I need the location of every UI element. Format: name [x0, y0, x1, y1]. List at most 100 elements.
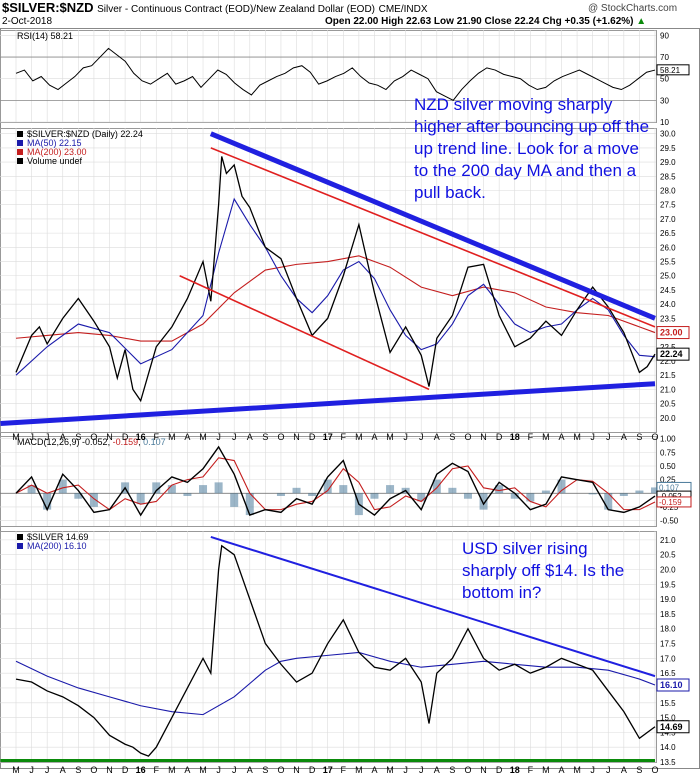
x-tick-label: 17 [323, 432, 333, 442]
x-tick-label: J [606, 765, 611, 775]
y-tick-label: 50 [660, 75, 669, 84]
y-tick-label: 29.0 [660, 158, 676, 167]
macd-histogram-bar [43, 493, 52, 510]
x-tick-label: O [464, 765, 471, 775]
x-tick-label: S [262, 765, 268, 775]
y-tick-label: 90 [660, 31, 669, 40]
x-tick-label: A [558, 765, 564, 775]
last-value-label: 23.00 [660, 328, 683, 338]
y-tick-label: 23.5 [660, 314, 676, 323]
panel-title-part: , [108, 437, 113, 447]
y-tick-label: 22.5 [660, 343, 676, 352]
macd-histogram-bar [463, 493, 472, 499]
x-tick-label: D [496, 432, 503, 442]
y-tick-label: 0.25 [660, 476, 676, 485]
last-value-label: 14.69 [660, 722, 683, 732]
y-tick-label: 24.0 [660, 300, 676, 309]
x-tick-label: J [29, 765, 34, 775]
x-tick-label: O [651, 765, 658, 775]
x-tick-label: A [371, 765, 377, 775]
legend-entry: $SILVER 14.69 [27, 532, 88, 542]
x-tick-label: M [386, 432, 394, 442]
price-line [15, 156, 656, 403]
y-tick-label: 14.0 [660, 743, 676, 752]
lower-trend-line-blue [0, 381, 656, 426]
macd-histogram-bar [541, 490, 550, 494]
y-tick-label: -0.50 [660, 517, 679, 526]
x-tick-label: 16 [136, 432, 146, 442]
x-tick-label: F [528, 432, 534, 442]
date-label: 2-Oct-2018 [2, 16, 53, 27]
ma50-legend-icon [17, 543, 23, 549]
last-value-box [656, 347, 690, 361]
x-tick-label: J [232, 432, 237, 442]
x-tick-label: M [199, 432, 207, 442]
x-tick-label: S [636, 765, 642, 775]
x-tick-label: A [621, 765, 627, 775]
y-tick-label: 21.0 [660, 536, 676, 545]
x-tick-label: O [651, 432, 658, 442]
y-tick-label: 26.0 [660, 243, 676, 252]
x-tick-label: D [122, 432, 129, 442]
x-tick-label: M [168, 432, 176, 442]
panel-title-part: -0.159 [113, 437, 139, 447]
x-tick-label: S [449, 432, 455, 442]
x-tick-label: F [154, 432, 160, 442]
x-tick-label: J [590, 765, 595, 775]
y-tick-label: 17.5 [660, 640, 676, 649]
y-tick-label: 27.0 [660, 215, 676, 224]
y-tick-label: 70 [660, 53, 669, 62]
price-line [15, 544, 656, 757]
macd-histogram-bar [588, 493, 597, 495]
x-tick-label: F [528, 765, 534, 775]
x-tick-label: O [464, 432, 471, 442]
x-tick-label: O [90, 432, 97, 442]
x-tick-label: A [434, 765, 440, 775]
legend-entry: MA(50) 22.15 [27, 138, 82, 148]
y-tick-label: 21.0 [660, 385, 676, 394]
y-tick-label: 22.0 [660, 357, 676, 366]
macd-histogram-bar [183, 493, 192, 496]
x-tick-label: M [573, 432, 581, 442]
x-tick-label: O [90, 765, 97, 775]
macd-histogram-bar [432, 479, 441, 494]
x-tick-label: M [542, 432, 550, 442]
x-tick-label: J [419, 765, 424, 775]
ma50-line [15, 197, 656, 376]
y-tick-label: 19.0 [660, 595, 676, 604]
macd-last-label: -0.159 [659, 498, 682, 507]
x-tick-label: J [45, 765, 50, 775]
last-value-label: 16.10 [660, 680, 683, 690]
x-tick-label: 16 [136, 765, 146, 775]
symbol-title: $SILVER:$NZD Silver - Continuous Contrac… [2, 0, 428, 15]
symbol-label: $SILVER:$NZD [2, 0, 94, 15]
macd-histogram-bar [604, 493, 613, 510]
x-tick-label: A [247, 765, 253, 775]
rsi-last-label: 58.21 [660, 66, 681, 75]
symbol-description: Silver - Continuous Contract (EOD)/New Z… [97, 4, 375, 15]
y-tick-label: 28.0 [660, 187, 676, 196]
y-tick-label: 27.5 [660, 201, 676, 210]
macd-histogram-bar [386, 485, 395, 494]
macd-histogram-bar [89, 493, 98, 507]
y-tick-label: 26.5 [660, 229, 676, 238]
macd-histogram-bar [323, 479, 332, 494]
volume-legend-icon [17, 158, 23, 164]
y-tick-label: 17.0 [660, 654, 676, 663]
y-tick-label: 13.5 [660, 758, 676, 767]
x-tick-label: J [216, 765, 221, 775]
x-tick-label: A [247, 432, 253, 442]
y-tick-label: 25.5 [660, 258, 676, 267]
macd-histogram-bar [339, 485, 348, 494]
x-tick-label: J [45, 432, 50, 442]
y-tick-label: 10 [660, 118, 669, 127]
macd-histogram-bar [557, 479, 566, 494]
x-tick-label: J [606, 432, 611, 442]
x-tick-label: J [590, 432, 595, 442]
x-tick-label: M [386, 765, 394, 775]
upper-trend-line-red [210, 147, 656, 328]
up-arrow-icon: ▲ [636, 16, 647, 27]
x-tick-label: J [232, 765, 237, 775]
last-value-box [656, 326, 690, 340]
